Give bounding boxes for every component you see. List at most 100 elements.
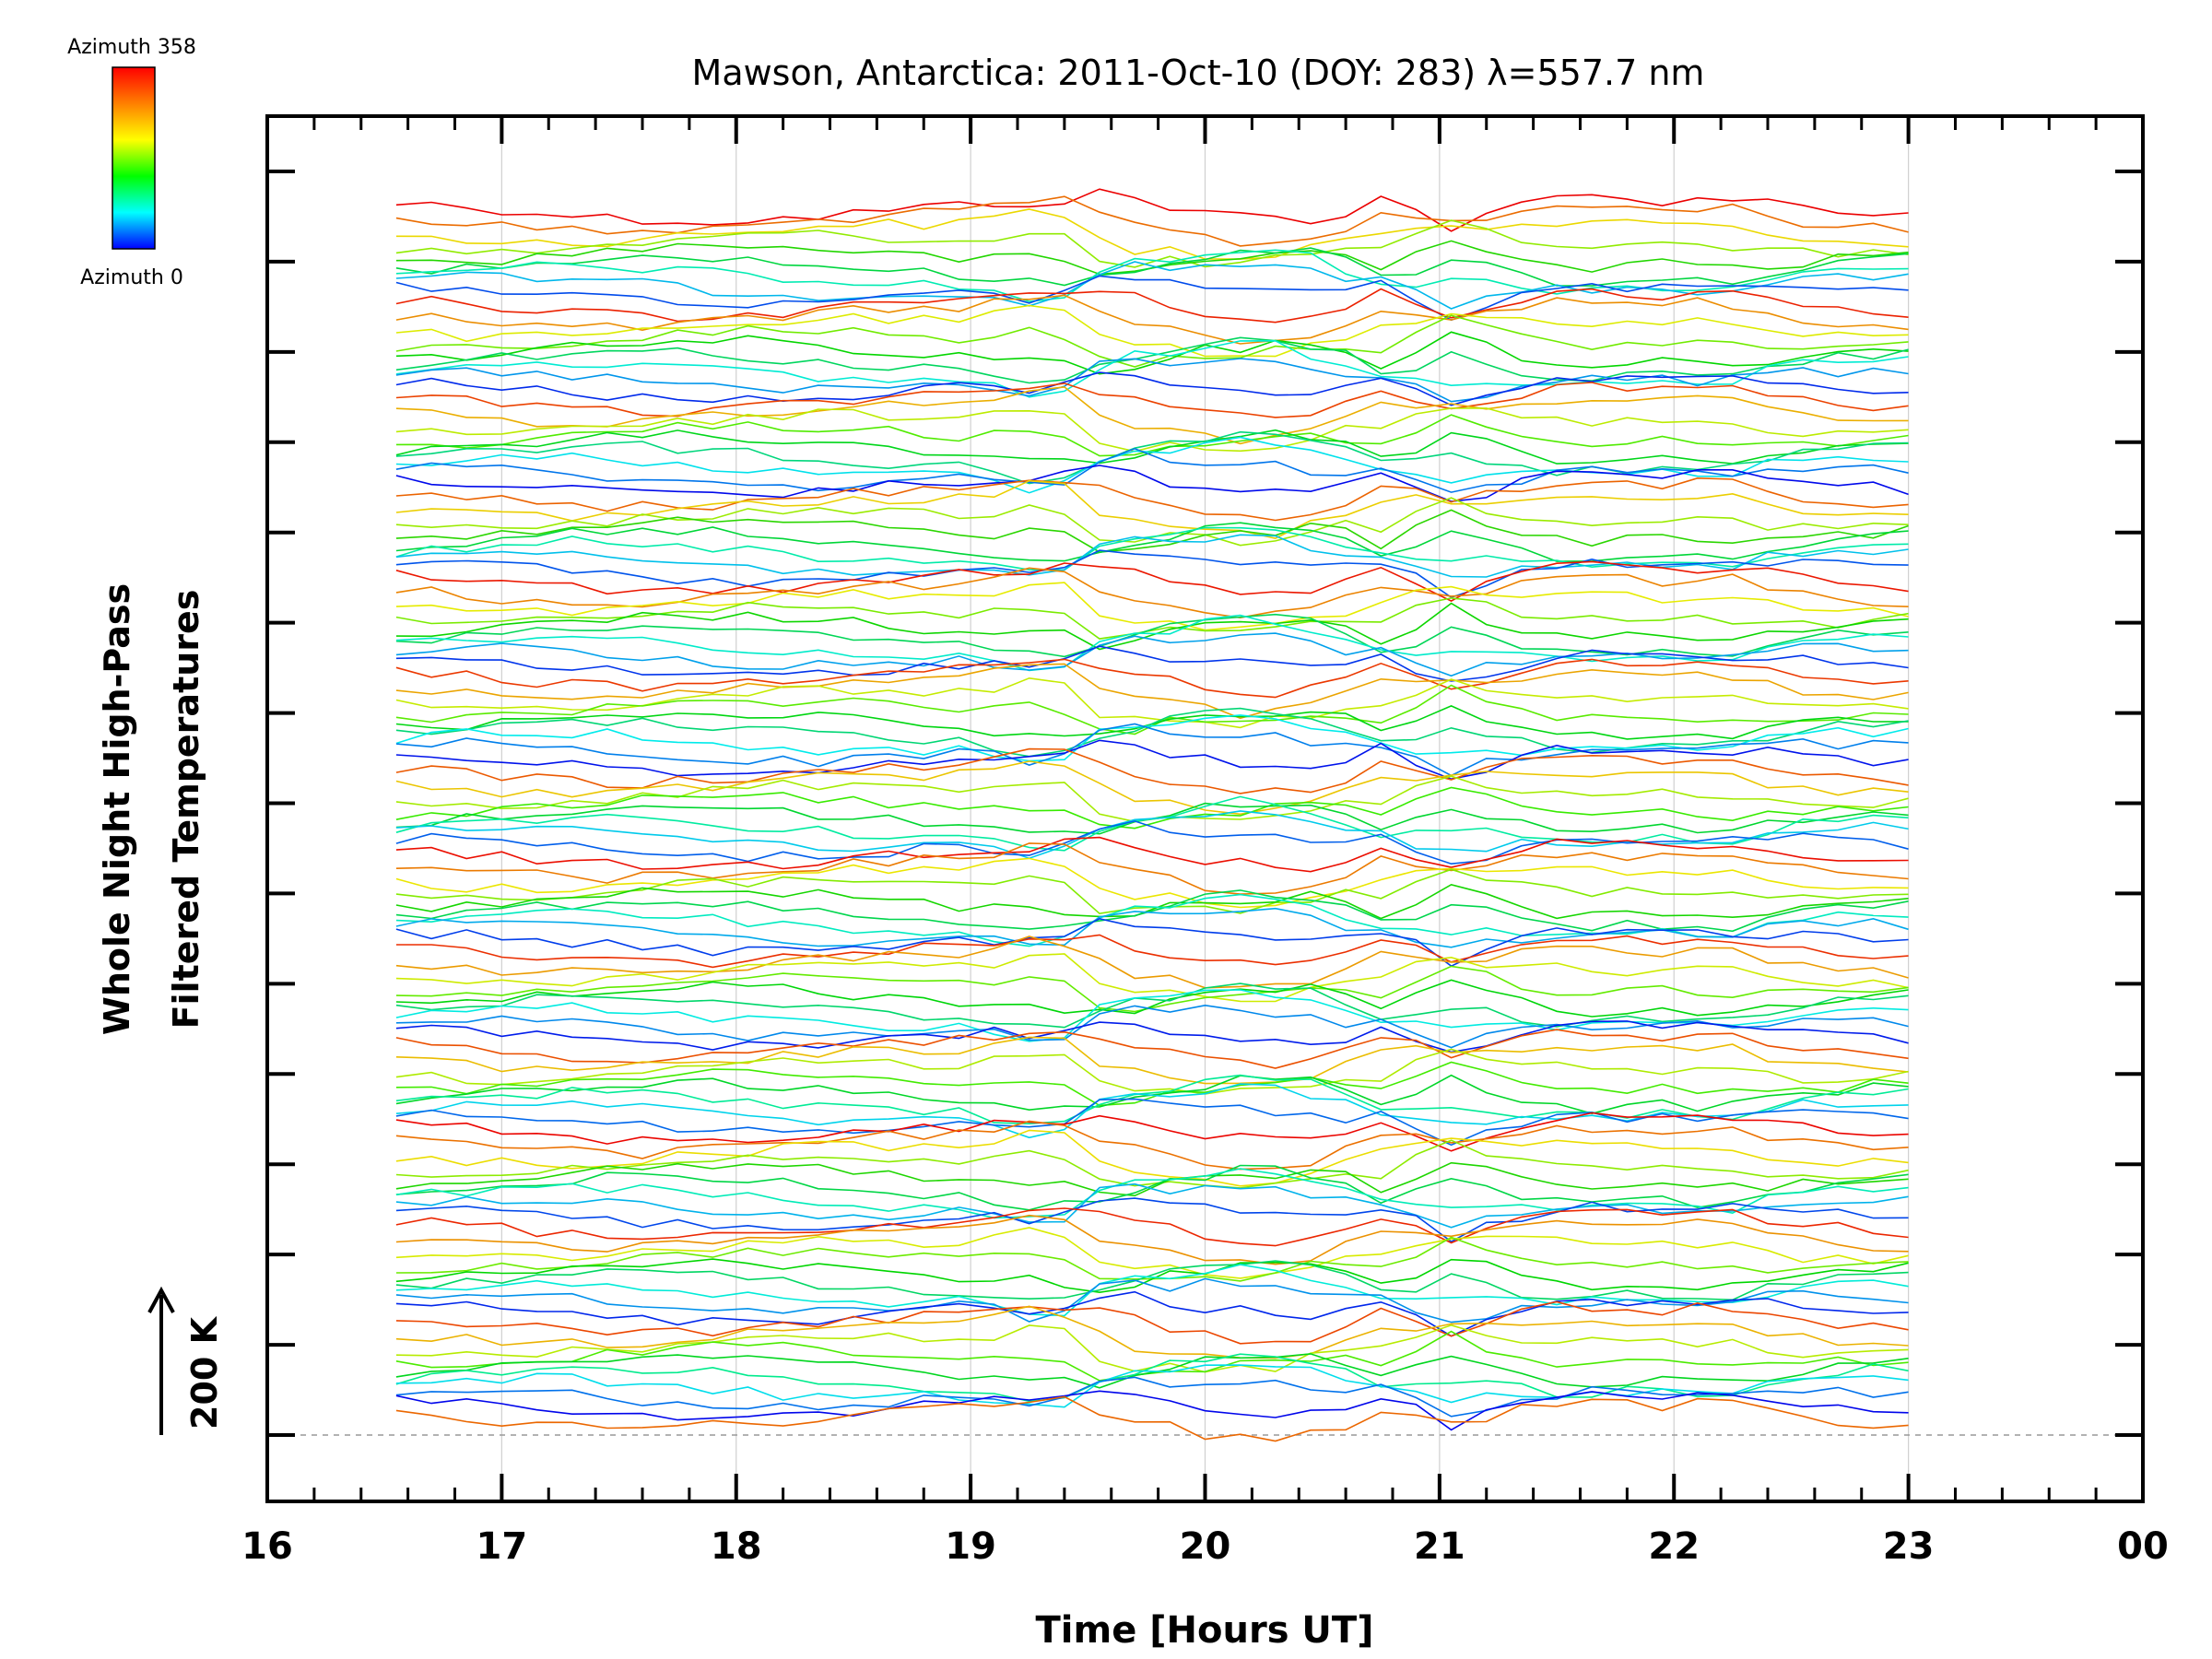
series-line (395, 336, 1909, 384)
series-line (395, 760, 1909, 816)
series-line (395, 567, 1909, 619)
series-line (395, 979, 1909, 1018)
series-line (395, 1139, 1909, 1189)
series-line (395, 1168, 1909, 1219)
series-line (395, 989, 1909, 1042)
x-tick-label: 19 (945, 1525, 996, 1568)
y-axis-label-line2: Filtered Temperatures (166, 590, 206, 1030)
series-line (395, 294, 1909, 345)
series-line (395, 314, 1909, 368)
series-line (395, 1300, 1909, 1345)
series-line (395, 953, 1909, 1003)
series-line (395, 707, 1909, 758)
series-line (395, 275, 1909, 322)
x-axis-label: Time [Hours UT] (1036, 1609, 1374, 1652)
series-line (395, 857, 1909, 909)
series-line (395, 965, 1909, 1013)
series-line (395, 613, 1909, 658)
series-line (395, 288, 1909, 324)
x-tick-label: 16 (241, 1525, 293, 1568)
x-tick-label: 20 (1180, 1525, 1231, 1568)
series-line (395, 614, 1909, 672)
series-line (395, 883, 1909, 920)
series-line (395, 684, 1909, 735)
series-line (395, 560, 1909, 603)
series-line (395, 739, 1909, 781)
series-line (395, 1395, 1909, 1442)
series-line (395, 509, 1909, 553)
series-line (395, 1290, 1909, 1337)
series-line (395, 1036, 1909, 1085)
series-line (395, 582, 1909, 631)
series-line (395, 1129, 1909, 1187)
series-line (395, 447, 1909, 493)
scale-arrow-head (147, 1286, 175, 1313)
series-line (395, 632, 1909, 677)
series-line (395, 1364, 1909, 1408)
series-line (395, 775, 1909, 823)
series-line (395, 786, 1909, 830)
series-line (395, 436, 1909, 494)
series-line (395, 414, 1909, 457)
series-line (395, 1004, 1909, 1049)
series-line (395, 893, 1909, 947)
series-line (395, 723, 1909, 777)
y-axis-label-line1: Whole Night High-Pass (97, 583, 137, 1035)
scale-indicator: 200 K (147, 1286, 225, 1435)
series-line (395, 208, 1909, 260)
series-line (395, 1305, 1909, 1359)
series-line (395, 1353, 1909, 1403)
grid-lines (267, 116, 2143, 1501)
x-tick-label: 22 (1648, 1525, 1700, 1568)
series-line (395, 1376, 1909, 1418)
series-line (395, 597, 1909, 640)
series-line (395, 382, 1909, 418)
series-line (395, 1182, 1909, 1229)
series-group (395, 188, 1909, 1442)
series-line (395, 549, 1909, 598)
colorbar-bottom-label: Azimuth 0 (80, 266, 183, 289)
series-line (395, 1353, 1909, 1389)
series-line (395, 1207, 1909, 1247)
series-line (395, 195, 1909, 247)
series-line (395, 219, 1909, 268)
chart-title: Mawson, Antarctica: 2011-Oct-10 (DOY: 28… (692, 53, 1705, 93)
series-line (395, 247, 1909, 287)
series-line (395, 982, 1909, 1029)
series-line (395, 249, 1909, 302)
series-line (395, 522, 1909, 562)
series-line (395, 645, 1909, 682)
series-line (395, 917, 1909, 968)
series-line (395, 526, 1909, 571)
series-line (395, 1112, 1909, 1152)
series-line (395, 1098, 1909, 1147)
series-line (395, 889, 1909, 933)
series-line (395, 1120, 1909, 1171)
series-line (395, 358, 1909, 403)
series-line (395, 386, 1909, 445)
series-line (395, 658, 1909, 699)
series-line (395, 1258, 1909, 1294)
series-line (395, 1020, 1909, 1053)
x-tick-label: 00 (2117, 1525, 2169, 1568)
series-line (395, 534, 1909, 578)
series-line (395, 1390, 1909, 1431)
series-line (395, 842, 1909, 895)
series-line (395, 1330, 1909, 1382)
series-line (395, 479, 1909, 539)
series-line (395, 1048, 1909, 1095)
x-tick-label: 18 (711, 1525, 762, 1568)
series-line (395, 1227, 1909, 1279)
series-line (395, 261, 1909, 310)
colorbar-gradient (112, 66, 156, 250)
colorbar-top-label: Azimuth 358 (67, 36, 196, 59)
series-line (395, 1161, 1909, 1197)
series-line (395, 1277, 1909, 1324)
series-line (395, 714, 1909, 762)
series-line (395, 188, 1909, 232)
series-line (395, 304, 1909, 358)
series-line (395, 1260, 1909, 1301)
series-line (395, 430, 1909, 485)
colorbar: Azimuth 358 Azimuth 0 (67, 36, 196, 289)
series-line (395, 935, 1909, 989)
